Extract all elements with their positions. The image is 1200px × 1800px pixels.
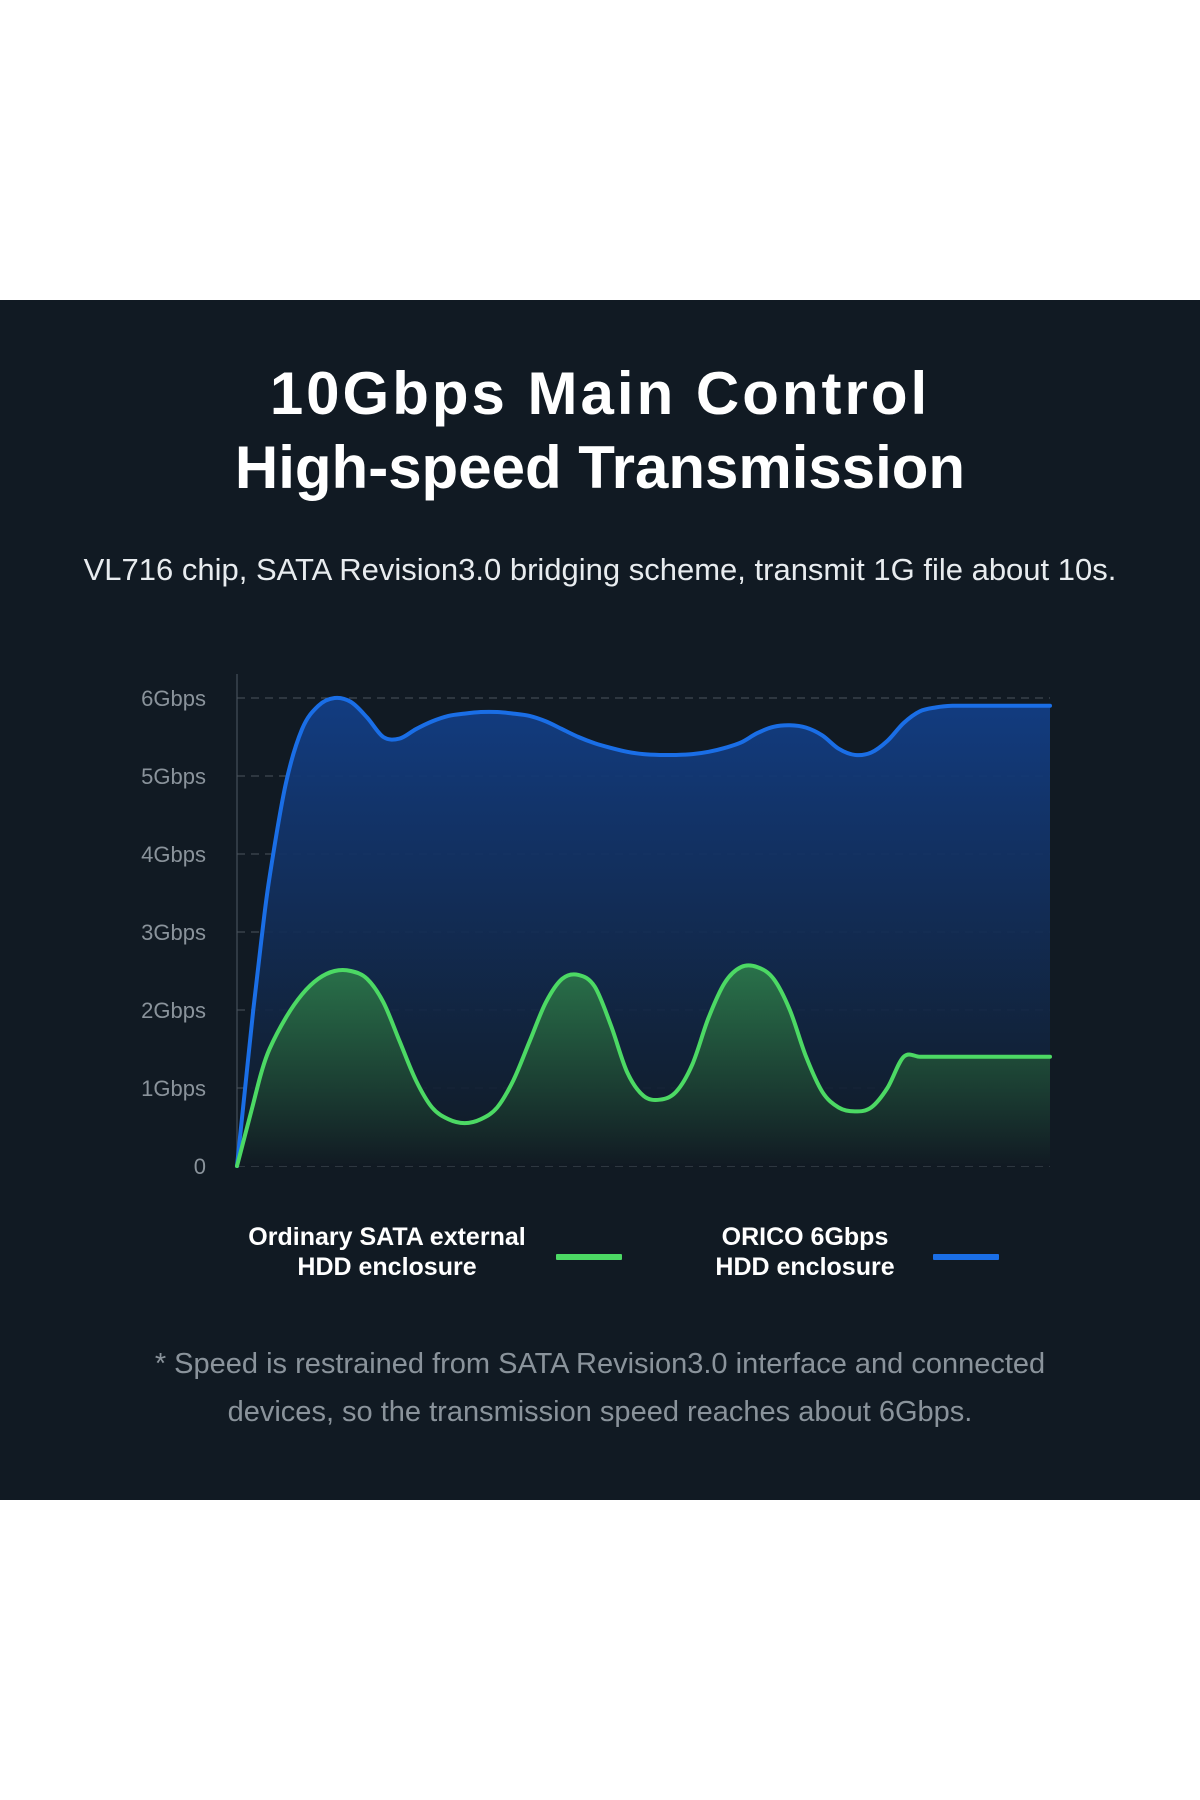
legend-orico-swatch [933, 1254, 999, 1260]
y-tick-label-0: 0 [194, 1154, 206, 1179]
legend-orico-label-line2: HDD enclosure [715, 1253, 895, 1281]
footnote-line1: * Speed is restrained from SATA Revision… [154, 1348, 1046, 1380]
legend-orico: ORICO 6Gbps HDD enclosure [690, 1222, 920, 1282]
spec-panel: 10Gbps Main Control High-speed Transmiss… [0, 300, 1200, 1500]
y-tick-label-1: 1Gbps [141, 1076, 206, 1101]
speed-chart: 0 1Gbps 2Gbps 3Gbps 4Gbps 5Gbps 6Gbps [141, 674, 1052, 1179]
legend-ordinary-label-line1: Ordinary SATA external [248, 1223, 526, 1251]
page-title: 10Gbps Main Control [269, 360, 931, 427]
y-tick-label-2: 2Gbps [141, 998, 206, 1023]
ordinary-series-line [235, 963, 1052, 1168]
legend-ordinary-swatch [556, 1254, 622, 1260]
legend-ordinary: Ordinary SATA external HDD enclosure [232, 1222, 542, 1282]
legend-orico-label-line1: ORICO 6Gbps [721, 1223, 889, 1251]
orico-series-line [235, 695, 1052, 1168]
page-title-line2: High-speed Transmission [234, 434, 966, 501]
orico-series-area [237, 697, 1050, 1166]
y-tick-label-6: 6Gbps [141, 686, 206, 711]
y-tick-label-5: 5Gbps [141, 764, 206, 789]
page-subtitle: VL716 chip, SATA Revision3.0 bridging sc… [83, 552, 1117, 587]
footnote: * Speed is restrained from SATA Revision… [100, 1340, 1100, 1436]
y-tick-labels: 0 1Gbps 2Gbps 3Gbps 4Gbps 5Gbps 6Gbps [141, 686, 206, 1179]
y-tick-label-3: 3Gbps [141, 920, 206, 945]
y-tick-label-4: 4Gbps [141, 842, 206, 867]
series-layer [235, 695, 1052, 1168]
footnote-line2: devices, so the transmission speed reach… [227, 1396, 973, 1428]
legend-ordinary-label-line2: HDD enclosure [297, 1253, 477, 1281]
